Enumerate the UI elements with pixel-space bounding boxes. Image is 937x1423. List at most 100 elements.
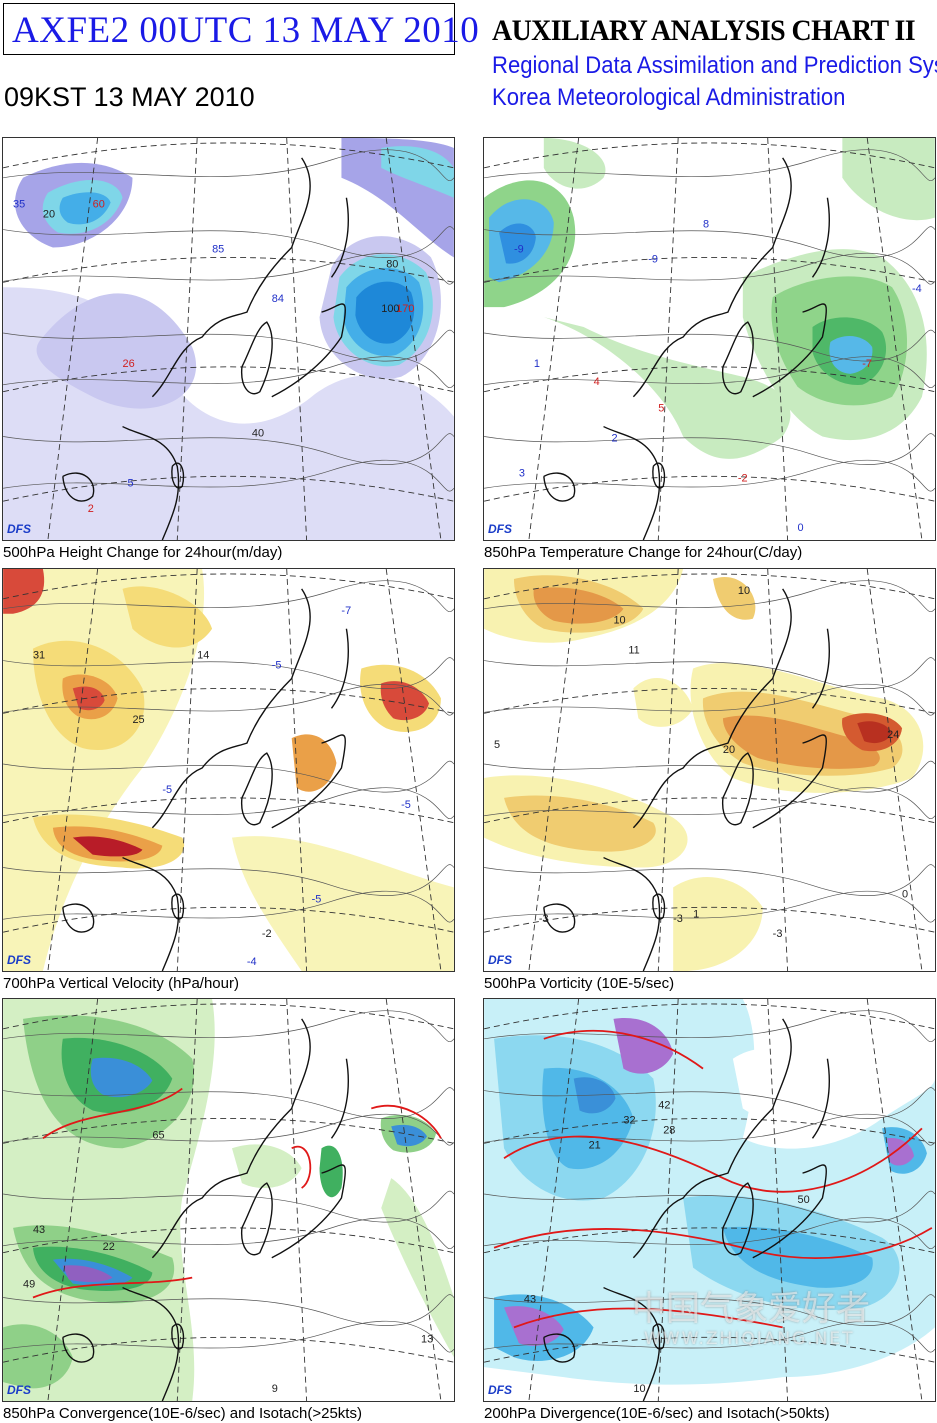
vorticity-fill bbox=[484, 569, 924, 971]
watermark-text: 中国气象爱好者 bbox=[632, 1289, 870, 1329]
coastline bbox=[543, 157, 830, 540]
dfs-badge: DFS bbox=[7, 953, 31, 967]
value-label: 170 bbox=[396, 303, 414, 315]
value-label: 4 bbox=[594, 376, 600, 388]
caption-850hpa-temperature-change: 850hPa Temperature Change for 24hour(C/d… bbox=[484, 544, 803, 561]
value-label: 80 bbox=[386, 258, 398, 270]
coastline bbox=[62, 157, 349, 540]
panel-500hpa-vorticity: 10 10 11 20 24 -3 -3 -3 0 1 5 DFS bbox=[483, 568, 936, 972]
coastline bbox=[543, 588, 830, 971]
dfs-badge: DFS bbox=[488, 522, 512, 536]
coastline bbox=[62, 1018, 349, 1401]
divergence-fill bbox=[484, 999, 935, 1401]
contour-lines bbox=[484, 149, 935, 492]
chart-title: AUXILIARY ANALYSIS CHART II bbox=[492, 14, 916, 47]
value-label: -3 bbox=[673, 913, 683, 925]
value-labels: 35 60 85 84 26 170 5 2 20 40 80 100 bbox=[13, 199, 414, 515]
value-label: 10 bbox=[613, 615, 625, 627]
panel-500hpa-height-change: 35 60 85 84 26 170 5 2 20 40 80 100 DFS bbox=[2, 137, 455, 541]
value-label: 0 bbox=[798, 522, 804, 534]
contour-lines bbox=[3, 580, 454, 923]
value-label: 2 bbox=[611, 432, 617, 444]
value-label: 43 bbox=[524, 1293, 536, 1305]
value-label: -7 bbox=[862, 358, 872, 370]
value-label: -2 bbox=[262, 928, 272, 940]
value-label: 13 bbox=[421, 1333, 433, 1345]
caption-500hpa-vorticity: 500hPa Vorticity (10E-5/sec) bbox=[484, 975, 675, 992]
graticule bbox=[3, 569, 454, 971]
dfs-badge: DFS bbox=[7, 522, 31, 536]
value-label: -3 bbox=[539, 913, 549, 925]
value-label: -7 bbox=[341, 605, 351, 617]
panel-850hpa-convergence: 65 43 49 22 9 13 DFS bbox=[2, 998, 455, 1402]
isotach-lines bbox=[32, 1087, 442, 1299]
value-label: 65 bbox=[152, 1129, 164, 1141]
value-label: 26 bbox=[123, 358, 135, 370]
vertical-velocity-fill bbox=[3, 569, 454, 971]
map-500hpa-vorticity: 10 10 11 20 24 -3 -3 -3 0 1 5 bbox=[484, 569, 935, 971]
watermark-url: WWW.ZHIQIANG.NET bbox=[644, 1329, 855, 1349]
value-label: 3 bbox=[519, 467, 525, 479]
dfs-badge: DFS bbox=[7, 1383, 31, 1397]
value-label: 22 bbox=[103, 1241, 115, 1253]
panel-850hpa-temperature-change: -9 8 -9 1 4 5 -7 2 3 -2 0 -4 DFS bbox=[483, 137, 936, 541]
value-label: 40 bbox=[252, 428, 264, 440]
contour-lines bbox=[484, 1010, 935, 1353]
value-label: 31 bbox=[33, 650, 45, 662]
value-labels: 42 32 28 21 43 10 50 bbox=[524, 1099, 810, 1395]
caption-500hpa-height-change: 500hPa Height Change for 24hour(m/day) bbox=[3, 544, 283, 561]
value-label: 0 bbox=[902, 888, 908, 900]
convergence-fill bbox=[3, 999, 454, 1401]
value-labels: 10 10 11 20 24 -3 -3 -3 0 1 5 bbox=[494, 585, 908, 940]
value-label: 25 bbox=[132, 714, 144, 726]
value-label: 10 bbox=[633, 1383, 645, 1395]
graticule bbox=[484, 138, 935, 540]
contour-lines bbox=[3, 149, 454, 492]
value-labels: 65 43 49 22 9 13 bbox=[23, 1129, 433, 1395]
temperature-change-fill bbox=[484, 138, 935, 540]
value-labels: -7 -5 -5 -5 -5 -4 -2 25 31 14 bbox=[33, 605, 411, 968]
value-label: 1 bbox=[534, 358, 540, 370]
map-850hpa-temperature-change: -9 8 -9 1 4 5 -7 2 3 -2 0 -4 bbox=[484, 138, 935, 540]
value-label: 43 bbox=[33, 1224, 45, 1236]
system-name: Regional Data Assimilation and Predictio… bbox=[492, 52, 937, 79]
value-label: 20 bbox=[43, 209, 55, 221]
contour-lines bbox=[3, 1010, 454, 1353]
value-label: 24 bbox=[887, 729, 899, 741]
caption-200hpa-divergence: 200hPa Divergence(10E-6/sec) and Isotach… bbox=[484, 1405, 830, 1422]
value-label: 100 bbox=[381, 303, 399, 315]
graticule bbox=[3, 138, 454, 540]
value-label: 11 bbox=[628, 645, 639, 657]
dfs-badge: DFS bbox=[488, 1383, 512, 1397]
height-change-fill bbox=[3, 138, 454, 540]
value-label: -9 bbox=[648, 253, 658, 265]
value-label: -3 bbox=[773, 928, 783, 940]
value-label: 35 bbox=[13, 199, 25, 211]
value-label: 9 bbox=[272, 1383, 278, 1395]
value-label: 42 bbox=[658, 1099, 670, 1111]
caption-850hpa-convergence: 850hPa Convergence(10E-6/sec) and Isotac… bbox=[3, 1405, 362, 1422]
panel-700hpa-vertical-velocity: -7 -5 -5 -5 -5 -4 -2 25 31 14 DFS bbox=[2, 568, 455, 972]
value-label: 49 bbox=[23, 1279, 35, 1291]
caption-700hpa-vertical-velocity: 700hPa Vertical Velocity (hPa/hour) bbox=[3, 975, 239, 992]
dfs-badge: DFS bbox=[488, 953, 512, 967]
value-label: 8 bbox=[703, 219, 709, 231]
map-700hpa-vertical-velocity: -7 -5 -5 -5 -5 -4 -2 25 31 14 bbox=[3, 569, 454, 971]
value-label: 5 bbox=[128, 477, 134, 489]
graticule bbox=[484, 999, 935, 1401]
agency-name: Korea Meteorological Administration bbox=[492, 84, 846, 111]
value-labels: -9 8 -9 1 4 5 -7 2 3 -2 0 -4 bbox=[514, 219, 922, 534]
value-label: 84 bbox=[272, 293, 284, 305]
coastline bbox=[543, 1018, 830, 1401]
value-label: -5 bbox=[162, 784, 172, 796]
map-850hpa-convergence: 65 43 49 22 9 13 bbox=[3, 999, 454, 1401]
map-500hpa-height-change: 35 60 85 84 26 170 5 2 20 40 80 100 bbox=[3, 138, 454, 540]
value-label: 1 bbox=[693, 908, 699, 920]
graticule bbox=[3, 999, 454, 1401]
value-label: 60 bbox=[93, 199, 105, 211]
value-label: 20 bbox=[723, 744, 735, 756]
panel-200hpa-divergence: 42 32 28 21 43 10 50 DFS 中国气象爱好者 WWW.ZHIQIANG.… bbox=[483, 998, 936, 1402]
coastline bbox=[62, 588, 349, 971]
value-label: 2 bbox=[88, 503, 94, 515]
value-label: 50 bbox=[798, 1194, 810, 1206]
